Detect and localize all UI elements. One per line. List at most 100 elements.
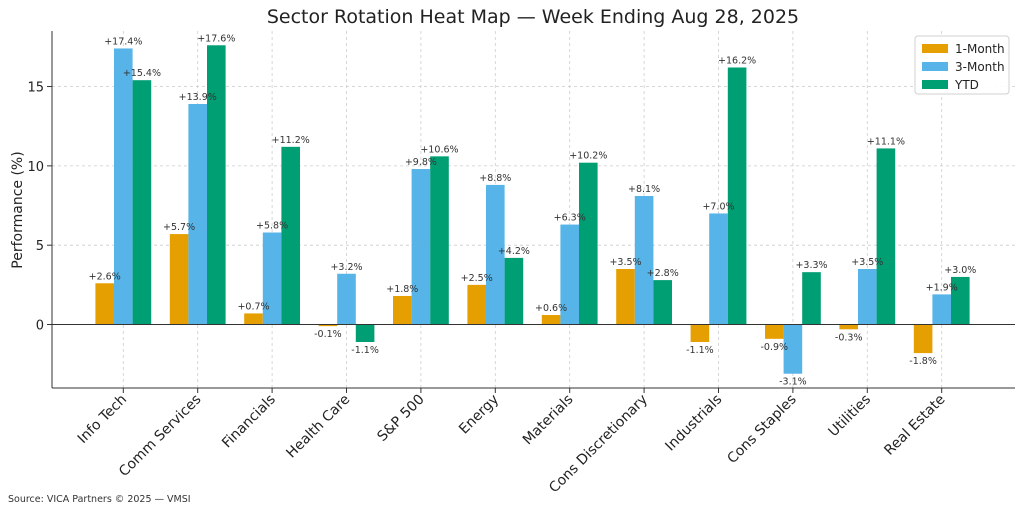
data-label: -3.1% (779, 377, 807, 388)
data-label: +3.5% (609, 257, 641, 268)
data-label: +3.3% (795, 260, 827, 271)
x-tick-label: Energy (456, 392, 502, 438)
data-label: +11.1% (867, 136, 905, 147)
data-label: -0.1% (314, 329, 342, 340)
source-note: Source: VICA Partners © 2025 — VMSI (8, 494, 191, 505)
bar[interactable] (876, 148, 896, 325)
data-label: +3.2% (330, 262, 362, 273)
data-label: +6.3% (554, 213, 586, 224)
bar[interactable] (207, 45, 226, 325)
data-label: +13.9% (179, 92, 217, 103)
data-label: +9.8% (405, 157, 437, 168)
legend-swatch (922, 44, 948, 53)
legend-label: YTD (954, 78, 979, 92)
bar[interactable] (653, 280, 672, 325)
bar[interactable] (634, 196, 654, 325)
y-tick-label: 15 (27, 81, 44, 96)
bar[interactable] (765, 324, 784, 339)
data-label: -0.3% (835, 332, 863, 343)
data-label: +5.7% (163, 222, 195, 233)
bar[interactable] (262, 232, 282, 325)
data-label: +3.0% (944, 265, 976, 276)
bar[interactable] (932, 294, 951, 325)
x-tick-label: Industrials (662, 392, 725, 455)
data-label: +10.6% (420, 144, 458, 155)
bar[interactable] (727, 67, 747, 325)
data-label: +0.6% (535, 303, 567, 314)
data-label: +17.6% (197, 33, 235, 44)
data-label: +4.2% (498, 246, 530, 257)
bar[interactable] (839, 324, 858, 330)
data-label: -1.1% (351, 345, 379, 356)
data-label: +3.5% (851, 257, 883, 268)
data-label: +2.5% (461, 273, 493, 284)
y-tick-label: 10 (27, 160, 44, 175)
x-tick-label: Utilities (826, 392, 875, 441)
data-label: +8.8% (479, 173, 511, 184)
bar[interactable] (579, 162, 598, 325)
bar[interactable] (913, 324, 933, 354)
y-tick-label: 0 (36, 319, 44, 334)
x-tick-label: Materials (520, 392, 577, 449)
legend-swatch (922, 80, 948, 89)
data-label: +16.2% (718, 55, 756, 66)
bar[interactable] (802, 272, 821, 325)
legend-label: 1-Month (955, 42, 1005, 56)
data-label: -0.9% (761, 342, 789, 353)
data-label: +17.4% (104, 36, 142, 47)
bar[interactable] (393, 295, 412, 325)
x-tick-label: Financials (219, 392, 279, 452)
x-tick-label: S&P 500 (374, 392, 427, 445)
x-tick-label: Health Care (283, 392, 353, 462)
data-label: +1.9% (926, 282, 958, 293)
bar[interactable] (709, 213, 728, 325)
data-label: +2.8% (647, 268, 679, 279)
bar[interactable] (467, 284, 486, 325)
bar[interactable] (337, 273, 356, 325)
data-label: +5.8% (256, 221, 288, 232)
bar[interactable] (281, 146, 300, 325)
data-label: +7.0% (702, 201, 734, 212)
chart-title: Sector Rotation Heat Map — Week Ending A… (267, 6, 799, 28)
data-label: +2.6% (89, 271, 121, 282)
data-label: +15.4% (123, 68, 161, 79)
bar[interactable] (430, 156, 449, 325)
legend-label: 3-Month (955, 60, 1005, 74)
y-axis-label: Performance (%) (10, 151, 26, 268)
bars (95, 45, 970, 374)
legend: 1-Month 3-Month YTD (914, 35, 1010, 95)
data-label: +11.2% (272, 135, 310, 146)
y-tick-label: 5 (36, 239, 44, 254)
bar[interactable] (560, 224, 579, 325)
x-tick-label: Info Tech (75, 392, 130, 447)
bar[interactable] (318, 324, 338, 327)
bar[interactable] (411, 169, 431, 325)
bar[interactable] (486, 184, 505, 325)
data-label: +10.2% (569, 151, 607, 162)
data-label: -1.8% (909, 356, 937, 367)
bar[interactable] (188, 103, 207, 325)
data-label: -1.1% (686, 345, 714, 356)
bar[interactable] (355, 324, 375, 342)
bar[interactable] (541, 315, 561, 325)
bar[interactable] (783, 324, 803, 374)
data-labels: +2.6% +5.7% +0.7% -0.1% +1.8% +2.5% +0.6% +3.5%… (89, 33, 977, 387)
bar[interactable] (114, 48, 133, 325)
bar[interactable] (616, 269, 635, 325)
bar[interactable] (858, 269, 877, 325)
data-label: +8.1% (628, 184, 660, 195)
x-tick-label: Real Estate (881, 392, 948, 459)
x-tick-label: Cons Staples (724, 392, 799, 467)
bar[interactable] (244, 313, 263, 325)
data-label: +1.8% (386, 284, 418, 295)
data-label: +0.7% (237, 301, 269, 312)
bar[interactable] (951, 276, 970, 325)
bar[interactable] (95, 283, 114, 325)
bar[interactable] (132, 80, 152, 325)
x-tick-label: Comm Services (116, 392, 204, 480)
bar[interactable] (690, 324, 710, 342)
bar[interactable] (504, 257, 524, 325)
bar[interactable] (169, 234, 189, 325)
legend-swatch (922, 62, 948, 71)
